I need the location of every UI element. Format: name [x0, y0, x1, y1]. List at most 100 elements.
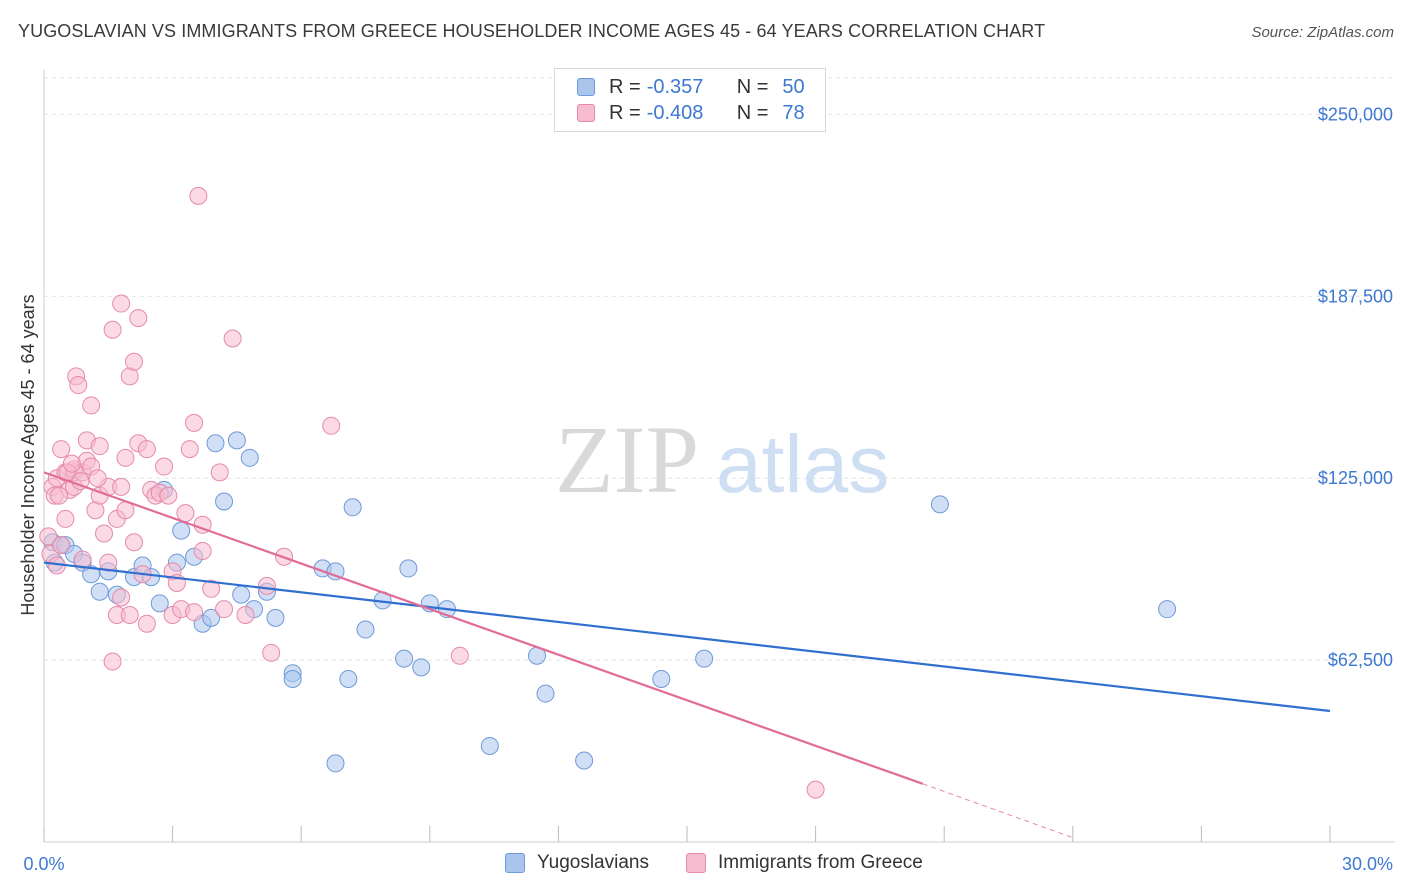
data-point [202, 579, 221, 598]
data-point [52, 536, 71, 555]
y-tick-label: $62,500 [1328, 650, 1393, 670]
legend-label-yugoslavians: Yugoslavians [537, 852, 649, 873]
data-point [125, 352, 144, 371]
data-point [125, 533, 144, 552]
data-point [137, 440, 156, 459]
data-point [39, 527, 58, 546]
legend-row-yugoslavians: R = -0.357 N = 50 [577, 74, 805, 100]
legend-r-label: R = [609, 101, 641, 124]
data-point [206, 434, 225, 453]
data-point [399, 559, 418, 578]
legend-item-greece[interactable]: Immigrants from Greece [686, 852, 923, 874]
data-point [150, 594, 169, 613]
chart-title: YUGOSLAVIAN VS IMMIGRANTS FROM GREECE HO… [18, 21, 1046, 41]
axes [43, 70, 1395, 843]
x-tick-label: 30.0% [1342, 854, 1393, 874]
legend-r-value: -0.408 [646, 101, 704, 124]
data-point [103, 320, 122, 339]
series-legend: Yugoslavians Immigrants from Greece [0, 852, 1406, 878]
data-point [322, 416, 341, 435]
data-point [112, 588, 131, 607]
data-point [240, 448, 259, 467]
legend-swatch-yugoslavians [505, 853, 525, 873]
data-point [112, 477, 131, 496]
data-point [82, 396, 101, 415]
gridlines [44, 77, 1395, 661]
legend-r-label: R = [609, 75, 641, 98]
data-point [326, 754, 345, 773]
y-axis-title: Householder Income Ages 45 - 64 years [18, 294, 38, 615]
data-point [215, 492, 234, 511]
data-point [189, 186, 208, 205]
watermark-atlas: atlas [716, 419, 889, 510]
data-point [95, 524, 114, 543]
source-label: Source: ZipAtlas.com [1251, 24, 1394, 41]
y-tick-label: $187,500 [1318, 286, 1393, 306]
data-point [283, 670, 302, 689]
data-point [652, 670, 671, 689]
data-point [236, 605, 255, 624]
legend-n-value: 50 [782, 75, 805, 98]
data-point [480, 736, 499, 755]
legend-item-yugoslavians[interactable]: Yugoslavians [505, 852, 649, 874]
legend-n-value: 78 [782, 101, 805, 124]
data-point [223, 329, 242, 348]
data-point [1158, 600, 1177, 619]
data-point [450, 646, 469, 665]
data-point [806, 780, 825, 799]
y-tick-labels: $62,500 $125,000 $187,500 $250,000 [1318, 104, 1393, 670]
data-point [82, 565, 101, 584]
x-tick-labels: 0.0% 30.0% [23, 854, 1393, 874]
data-point [50, 486, 69, 505]
data-point [266, 608, 285, 627]
data-point [129, 309, 148, 328]
trend-line [43, 561, 1331, 713]
data-point [210, 463, 229, 482]
data-point [137, 614, 156, 633]
x-tick-label: 0.0% [23, 854, 64, 874]
data-point [180, 440, 199, 459]
data-point [343, 498, 362, 517]
data-point [112, 294, 131, 313]
trend-line [43, 471, 924, 785]
data-point [69, 376, 88, 395]
data-point [90, 582, 109, 601]
legend-row-greece: R = -0.408 N = 78 [577, 100, 805, 126]
data-point [215, 600, 234, 619]
data-point [193, 541, 212, 560]
data-point [326, 562, 345, 581]
data-point [185, 413, 204, 432]
data-point [52, 440, 71, 459]
data-point [412, 658, 431, 677]
y-tick-label: $250,000 [1318, 104, 1393, 124]
data-point [172, 521, 191, 540]
data-point [262, 643, 281, 662]
legend-swatch-greece [686, 853, 706, 873]
data-point [185, 603, 204, 622]
data-point [116, 448, 135, 467]
data-point [227, 431, 246, 450]
data-point [90, 437, 109, 456]
watermark-zip: ZIP [555, 406, 699, 513]
data-point [155, 457, 174, 476]
data-point [232, 585, 251, 604]
legend-label-greece: Immigrants from Greece [718, 852, 923, 873]
data-point [202, 608, 221, 627]
legend-swatch-yugoslavians [577, 78, 595, 96]
legend-r-value: -0.357 [646, 75, 704, 98]
data-point [575, 751, 594, 770]
data-point [257, 576, 276, 595]
data-point [536, 684, 555, 703]
series-greece-points [39, 186, 825, 799]
data-point [73, 550, 92, 569]
legend-swatch-greece [577, 104, 595, 122]
data-point [930, 495, 949, 514]
data-point [356, 620, 375, 639]
data-point [159, 486, 178, 505]
data-point [103, 652, 122, 671]
correlation-legend: R = -0.357 N = 50 R = -0.408 N = 78 [554, 68, 826, 132]
legend-n-label: N = [736, 101, 769, 124]
trend-lines [43, 471, 1331, 839]
trend-line-extension [922, 783, 1073, 839]
